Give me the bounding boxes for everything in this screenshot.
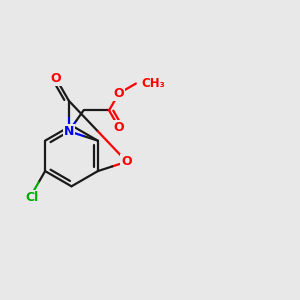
Text: Cl: Cl <box>26 190 39 204</box>
Text: O: O <box>114 121 124 134</box>
Text: N: N <box>64 125 74 138</box>
Text: O: O <box>122 155 132 168</box>
Text: O: O <box>114 87 124 100</box>
Text: CH₃: CH₃ <box>142 77 166 90</box>
Text: O: O <box>51 72 62 85</box>
